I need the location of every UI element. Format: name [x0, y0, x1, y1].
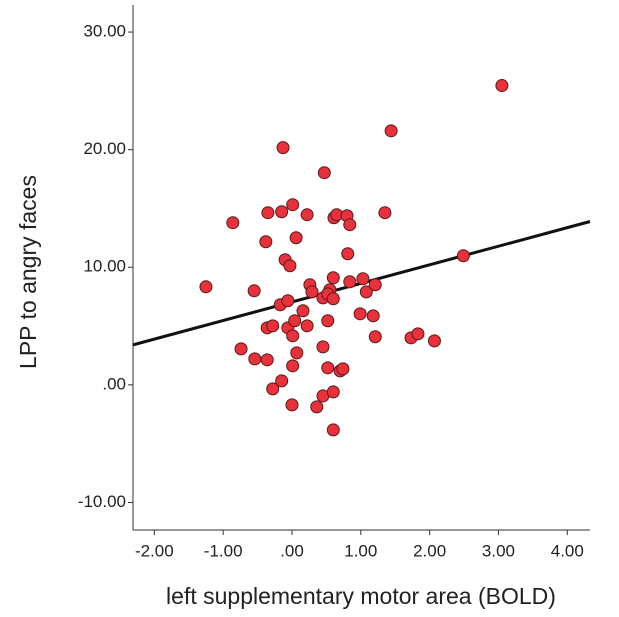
y-axis-title: LPP to angry faces — [15, 175, 41, 369]
point — [341, 247, 355, 261]
point — [368, 330, 382, 344]
point — [260, 353, 274, 367]
point — [456, 249, 470, 263]
point — [326, 292, 340, 306]
x-tick-label: 3.00 — [482, 541, 515, 560]
point — [317, 166, 331, 180]
point — [266, 382, 280, 396]
point — [366, 309, 380, 323]
point — [289, 231, 303, 245]
point — [288, 314, 302, 328]
point — [266, 319, 280, 333]
point — [261, 206, 275, 220]
point — [247, 284, 261, 298]
point — [286, 329, 300, 343]
point — [321, 314, 335, 328]
x-tick-label: 2.00 — [413, 541, 446, 560]
point — [378, 206, 392, 220]
point — [283, 259, 297, 273]
point — [326, 271, 340, 285]
x-tick-label: .00 — [280, 541, 304, 560]
point — [321, 361, 335, 375]
point — [248, 352, 262, 366]
point — [259, 235, 273, 249]
point — [356, 272, 370, 286]
point — [286, 198, 300, 212]
point — [336, 362, 350, 376]
point — [384, 124, 398, 138]
y-tick-label: 30.00 — [83, 22, 126, 41]
point — [310, 400, 324, 414]
y-tick-label: .00 — [102, 374, 126, 393]
point — [275, 205, 289, 219]
point — [285, 398, 299, 412]
point — [281, 294, 295, 308]
point — [296, 304, 310, 318]
x-axis-title: left supplementary motor area (BOLD) — [166, 583, 556, 609]
y-tick-label: -10.00 — [78, 492, 126, 511]
point — [359, 285, 373, 299]
point — [290, 346, 304, 360]
point — [226, 216, 240, 230]
point — [316, 340, 330, 354]
point — [275, 374, 289, 388]
point — [427, 334, 441, 348]
point — [199, 280, 213, 294]
point — [343, 275, 357, 289]
point — [411, 327, 425, 341]
x-tick-label: -2.00 — [135, 541, 174, 560]
point — [343, 218, 357, 232]
point — [305, 285, 319, 299]
point — [326, 385, 340, 399]
point — [286, 359, 300, 373]
point — [368, 278, 382, 292]
point — [495, 79, 509, 93]
x-tick-label: 4.00 — [551, 541, 584, 560]
point — [353, 307, 367, 321]
x-tick-label: -1.00 — [204, 541, 243, 560]
y-tick-label: 20.00 — [83, 139, 126, 158]
point — [276, 141, 290, 155]
point — [234, 342, 248, 356]
x-tick-label: 1.00 — [344, 541, 377, 560]
point — [300, 208, 314, 222]
y-tick-label: 10.00 — [83, 257, 126, 276]
point — [300, 319, 314, 333]
point — [326, 423, 340, 437]
